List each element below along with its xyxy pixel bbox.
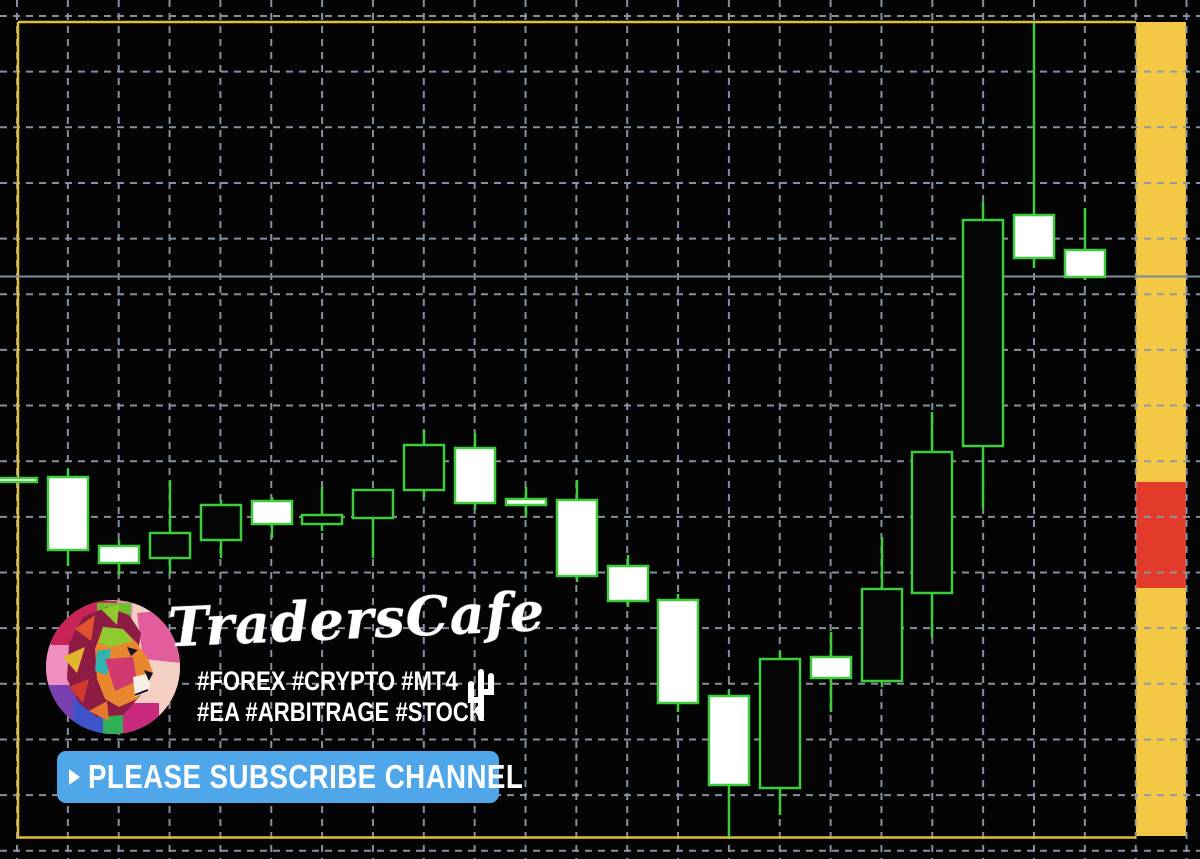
lion-pop-art-icon bbox=[46, 600, 180, 734]
subscribe-banner-label: PLEASE SUBSCRIBE CHANNEL bbox=[88, 758, 524, 795]
hashtag-lines: #FOREX #CRYPTO #MT4 #EA #ARBITRAGE #STOC… bbox=[197, 666, 485, 728]
hashtag-line-1: #FOREX #CRYPTO #MT4 bbox=[197, 666, 458, 696]
hashtag-line-2: #EA #ARBITRAGE #STOCK bbox=[197, 697, 485, 727]
subscribe-banner[interactable]: PLEASE SUBSCRIBE CHANNEL bbox=[57, 751, 523, 803]
play-arrow-icon bbox=[69, 769, 80, 785]
cactus-icon bbox=[468, 669, 494, 721]
lion-logo bbox=[45, 599, 181, 735]
